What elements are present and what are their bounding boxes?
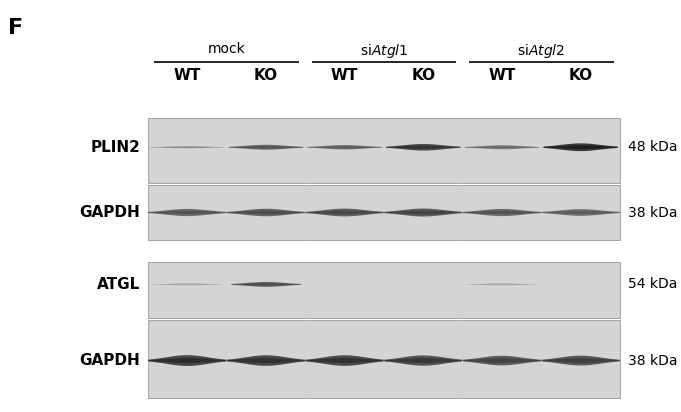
Text: mock: mock	[208, 42, 246, 56]
Text: 38 kDa: 38 kDa	[628, 206, 678, 220]
Polygon shape	[467, 283, 537, 286]
Polygon shape	[467, 284, 537, 285]
Text: si$\mathit{Atgl}$2: si$\mathit{Atgl}$2	[518, 42, 565, 60]
Bar	[148, 262, 620, 318]
Polygon shape	[384, 208, 462, 216]
Polygon shape	[150, 146, 225, 148]
Polygon shape	[232, 283, 301, 286]
Polygon shape	[307, 145, 382, 150]
Polygon shape	[306, 355, 383, 366]
Polygon shape	[148, 358, 226, 363]
Polygon shape	[465, 145, 539, 149]
Text: 54 kDa: 54 kDa	[628, 277, 678, 291]
Polygon shape	[463, 358, 541, 363]
Polygon shape	[384, 356, 462, 366]
Polygon shape	[306, 211, 383, 215]
Polygon shape	[541, 358, 620, 363]
Polygon shape	[153, 284, 222, 285]
Text: GAPDH: GAPDH	[79, 205, 140, 220]
Text: ATGL: ATGL	[97, 277, 140, 292]
Polygon shape	[463, 356, 541, 365]
Polygon shape	[232, 282, 301, 287]
Polygon shape	[543, 143, 618, 151]
Polygon shape	[227, 358, 305, 363]
Polygon shape	[386, 144, 460, 150]
Polygon shape	[306, 358, 383, 363]
Text: PLIN2: PLIN2	[90, 140, 140, 155]
Bar	[148, 185, 620, 240]
Polygon shape	[148, 209, 226, 216]
Text: WT: WT	[174, 68, 201, 83]
Text: F: F	[8, 18, 23, 38]
Text: si$\mathit{Atgl}$1: si$\mathit{Atgl}$1	[360, 42, 408, 60]
Polygon shape	[463, 209, 541, 216]
Polygon shape	[150, 147, 225, 148]
Polygon shape	[465, 146, 539, 148]
Text: KO: KO	[254, 68, 278, 83]
Text: KO: KO	[569, 68, 592, 83]
Text: WT: WT	[488, 68, 516, 83]
Polygon shape	[463, 211, 541, 214]
Polygon shape	[384, 211, 462, 215]
Polygon shape	[148, 211, 226, 214]
Polygon shape	[541, 356, 620, 365]
Text: GAPDH: GAPDH	[79, 353, 140, 368]
Polygon shape	[229, 146, 303, 148]
Text: WT: WT	[331, 68, 358, 83]
Polygon shape	[543, 145, 618, 149]
Polygon shape	[153, 283, 222, 286]
Polygon shape	[307, 146, 382, 148]
Polygon shape	[306, 208, 383, 216]
Text: KO: KO	[411, 68, 435, 83]
Polygon shape	[541, 211, 620, 214]
Text: 38 kDa: 38 kDa	[628, 353, 678, 368]
Polygon shape	[227, 209, 305, 216]
Polygon shape	[386, 145, 460, 149]
Polygon shape	[384, 358, 462, 363]
Polygon shape	[541, 209, 620, 216]
Polygon shape	[227, 355, 305, 366]
Bar	[148, 118, 620, 183]
Polygon shape	[229, 145, 303, 150]
Bar	[148, 320, 620, 398]
Text: 48 kDa: 48 kDa	[628, 140, 678, 154]
Polygon shape	[148, 355, 226, 366]
Polygon shape	[227, 211, 305, 214]
